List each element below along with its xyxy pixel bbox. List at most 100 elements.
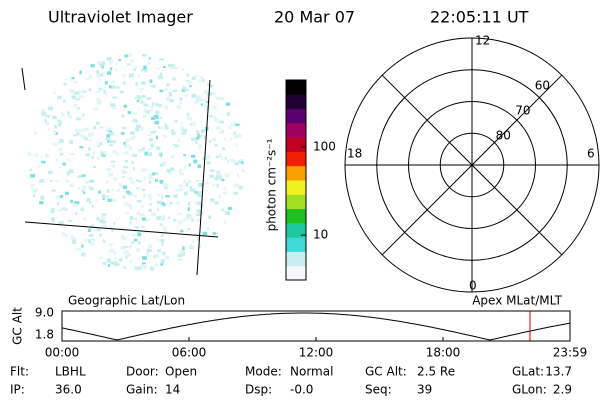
pixel <box>78 95 84 99</box>
pixel <box>87 186 92 189</box>
pixel <box>99 233 103 237</box>
date: 20 Mar 07 <box>274 8 355 27</box>
pixel <box>216 172 221 176</box>
pixel <box>41 112 46 116</box>
pixel <box>124 202 129 206</box>
colorbar-tick-label: 100 <box>313 139 336 153</box>
pixel <box>52 115 57 120</box>
pixel <box>190 154 196 158</box>
pixel <box>241 161 244 165</box>
y-label: GC Alt <box>11 307 25 345</box>
pixel <box>65 191 69 196</box>
pixel <box>223 187 226 191</box>
pixel <box>191 239 195 243</box>
pixel <box>130 137 135 141</box>
pixel <box>216 125 221 130</box>
pixel <box>155 103 159 107</box>
pixel <box>203 135 207 139</box>
pixel <box>186 214 191 218</box>
pixel <box>162 226 167 230</box>
pixel <box>97 145 100 148</box>
field-label: Gain: <box>126 383 158 397</box>
pixel <box>133 167 136 171</box>
pixel <box>113 222 116 225</box>
pixel <box>98 256 103 259</box>
pixel <box>223 138 227 141</box>
pixel <box>106 168 112 172</box>
pixel <box>161 201 165 206</box>
pixel <box>86 77 90 80</box>
pixel <box>101 153 106 157</box>
pixel <box>50 217 55 221</box>
pixel <box>205 181 209 185</box>
pixel <box>184 191 188 196</box>
pixel <box>161 242 164 246</box>
field-value: 2.9 <box>553 383 572 397</box>
pixel <box>133 195 137 198</box>
pixel <box>57 95 61 100</box>
lat-label: 80 <box>496 129 511 143</box>
pixel <box>50 210 55 214</box>
pixel <box>196 213 201 217</box>
pixel <box>147 110 150 114</box>
pixel <box>88 132 92 137</box>
pixel <box>208 115 214 118</box>
pixel <box>110 261 116 265</box>
pixel <box>234 123 240 126</box>
pixel <box>134 119 138 123</box>
plot-title: Apex MLat/MLT <box>472 294 562 308</box>
pixel <box>203 103 206 107</box>
pixel <box>122 81 126 85</box>
pixel <box>198 144 202 149</box>
pixel <box>90 179 93 183</box>
pixel <box>148 148 153 151</box>
pixel <box>28 153 33 156</box>
pixel <box>109 139 114 143</box>
mlt-label: 6 <box>587 147 595 161</box>
pixel <box>202 156 206 161</box>
pixel <box>73 103 78 107</box>
pixel <box>157 200 162 204</box>
pixel <box>216 170 220 174</box>
pixel <box>96 228 101 232</box>
pixel <box>227 207 233 210</box>
pixel <box>187 117 192 120</box>
pixel <box>136 200 142 203</box>
pixel <box>234 162 240 166</box>
pixel <box>99 126 104 129</box>
pixel <box>107 264 111 267</box>
pixel <box>188 202 191 206</box>
x-tick-label: 12:00 <box>299 346 334 360</box>
pixel <box>157 193 163 197</box>
pixel <box>218 194 222 199</box>
pixel <box>161 161 167 165</box>
pixel <box>186 229 189 233</box>
pixel <box>206 101 210 104</box>
pixel <box>140 213 145 217</box>
pixel <box>112 198 117 202</box>
pixel <box>122 74 126 78</box>
pixel <box>202 98 207 102</box>
pixel <box>141 188 146 192</box>
pixel <box>198 244 202 248</box>
pixel <box>121 237 126 241</box>
pixel <box>206 155 211 159</box>
pixel <box>53 129 57 134</box>
pixel <box>169 93 172 97</box>
colorbar-swatch <box>286 151 306 167</box>
pixel <box>149 138 153 142</box>
colorbar-swatch <box>286 122 306 138</box>
pixel <box>137 96 142 100</box>
mlt-label: 18 <box>347 147 362 161</box>
pixel <box>158 152 162 156</box>
pixel <box>152 172 157 176</box>
pixel <box>69 89 75 94</box>
lat-label: 70 <box>515 104 530 118</box>
pixel <box>198 183 202 188</box>
pixel <box>198 134 202 138</box>
colorbar-swatch <box>286 165 306 181</box>
pixel <box>44 153 50 158</box>
pixel <box>170 66 175 70</box>
pixel <box>161 134 164 137</box>
field-label: IP: <box>10 383 25 397</box>
